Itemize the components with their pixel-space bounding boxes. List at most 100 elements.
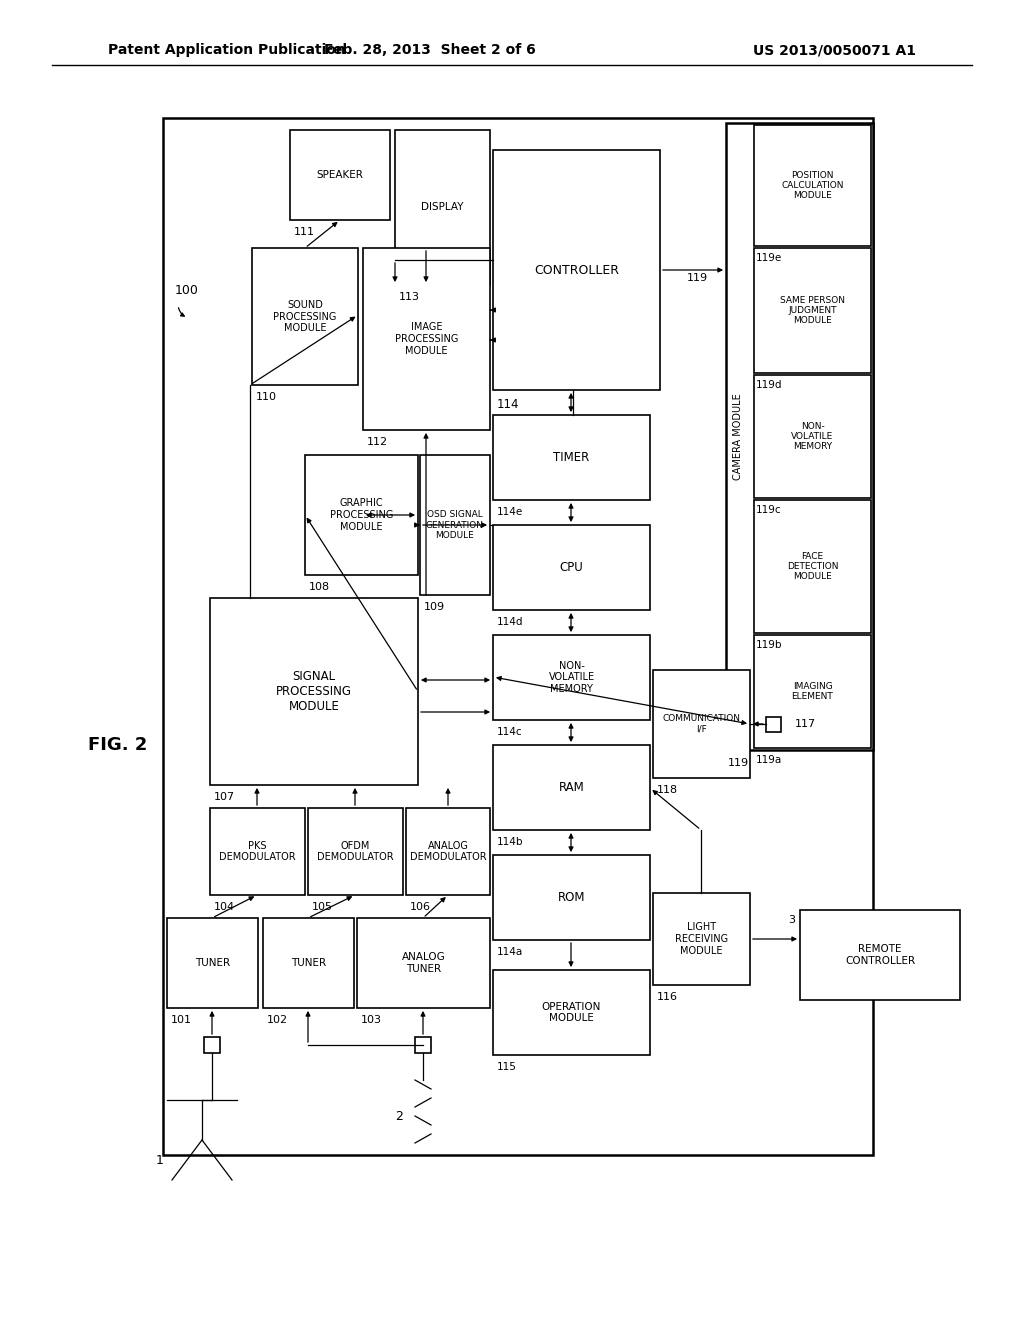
Text: 116: 116 (657, 993, 678, 1002)
Text: 109: 109 (424, 602, 445, 612)
FancyBboxPatch shape (406, 808, 490, 895)
Text: 105: 105 (312, 902, 333, 912)
Text: 114: 114 (497, 399, 519, 411)
Text: 119: 119 (728, 758, 750, 768)
Text: PKS
DEMODULATOR: PKS DEMODULATOR (219, 841, 296, 862)
Text: 101: 101 (171, 1015, 193, 1026)
Text: SAME PERSON
JUDGMENT
MODULE: SAME PERSON JUDGMENT MODULE (780, 296, 845, 326)
FancyBboxPatch shape (210, 808, 305, 895)
Text: POSITION
CALCULATION
MODULE: POSITION CALCULATION MODULE (781, 170, 844, 201)
FancyBboxPatch shape (308, 808, 403, 895)
Text: IMAGE
PROCESSING
MODULE: IMAGE PROCESSING MODULE (395, 322, 458, 355)
FancyBboxPatch shape (357, 917, 490, 1008)
Text: TIMER: TIMER (553, 451, 590, 465)
Text: SIGNAL
PROCESSING
MODULE: SIGNAL PROCESSING MODULE (276, 671, 352, 713)
Text: OSD SIGNAL
GENERATION
MODULE: OSD SIGNAL GENERATION MODULE (426, 510, 484, 540)
Text: 112: 112 (367, 437, 388, 447)
Text: Patent Application Publication: Patent Application Publication (108, 44, 346, 57)
FancyBboxPatch shape (493, 150, 660, 389)
Text: NON-
VOLATILE
MEMORY: NON- VOLATILE MEMORY (549, 661, 595, 694)
Text: TUNER: TUNER (291, 958, 326, 968)
Text: FACE
DETECTION
MODULE: FACE DETECTION MODULE (786, 552, 839, 581)
Text: 111: 111 (294, 227, 315, 238)
FancyBboxPatch shape (766, 717, 780, 731)
Text: IMAGING
ELEMENT: IMAGING ELEMENT (792, 682, 834, 701)
FancyBboxPatch shape (395, 129, 490, 285)
Text: CONTROLLER: CONTROLLER (534, 264, 618, 276)
FancyBboxPatch shape (163, 117, 873, 1155)
Text: SOUND
PROCESSING
MODULE: SOUND PROCESSING MODULE (273, 300, 337, 333)
Text: 117: 117 (795, 719, 816, 729)
Text: NON-
VOLATILE
MEMORY: NON- VOLATILE MEMORY (792, 421, 834, 451)
Text: ROM: ROM (558, 891, 586, 904)
FancyBboxPatch shape (754, 248, 871, 374)
Text: 114c: 114c (497, 727, 522, 737)
Text: 102: 102 (267, 1015, 288, 1026)
Text: LIGHT
RECEIVING
MODULE: LIGHT RECEIVING MODULE (675, 923, 728, 956)
Text: CPU: CPU (560, 561, 584, 574)
Text: CAMERA MODULE: CAMERA MODULE (733, 393, 743, 480)
Text: 119d: 119d (756, 380, 782, 389)
Text: 119b: 119b (756, 640, 782, 649)
Text: 2: 2 (395, 1110, 403, 1122)
FancyBboxPatch shape (493, 855, 650, 940)
Text: 119c: 119c (756, 506, 781, 515)
FancyBboxPatch shape (167, 917, 258, 1008)
Text: 103: 103 (361, 1015, 382, 1026)
Text: US 2013/0050071 A1: US 2013/0050071 A1 (753, 44, 916, 57)
Text: 104: 104 (214, 902, 236, 912)
FancyBboxPatch shape (362, 248, 490, 430)
Text: 119a: 119a (756, 755, 782, 766)
Text: GRAPHIC
PROCESSING
MODULE: GRAPHIC PROCESSING MODULE (330, 499, 393, 532)
FancyBboxPatch shape (493, 525, 650, 610)
Text: SPEAKER: SPEAKER (316, 170, 364, 180)
Text: 118: 118 (657, 785, 678, 795)
Text: 108: 108 (309, 582, 330, 591)
FancyBboxPatch shape (493, 970, 650, 1055)
Text: 114d: 114d (497, 616, 523, 627)
Text: TUNER: TUNER (195, 958, 230, 968)
Text: 119e: 119e (756, 253, 782, 263)
Text: Feb. 28, 2013  Sheet 2 of 6: Feb. 28, 2013 Sheet 2 of 6 (325, 44, 536, 57)
Text: ANALOG
DEMODULATOR: ANALOG DEMODULATOR (410, 841, 486, 862)
Text: 110: 110 (256, 392, 278, 403)
Text: REMOTE
CONTROLLER: REMOTE CONTROLLER (845, 944, 915, 966)
FancyBboxPatch shape (210, 598, 418, 785)
Text: ANALOG
TUNER: ANALOG TUNER (401, 952, 445, 974)
FancyBboxPatch shape (754, 375, 871, 498)
FancyBboxPatch shape (290, 129, 390, 220)
FancyBboxPatch shape (252, 248, 358, 385)
Text: 113: 113 (399, 292, 420, 302)
FancyBboxPatch shape (263, 917, 354, 1008)
FancyBboxPatch shape (754, 125, 871, 246)
Text: 114a: 114a (497, 946, 523, 957)
Text: 115: 115 (497, 1063, 517, 1072)
Text: 119: 119 (687, 273, 708, 282)
FancyBboxPatch shape (800, 909, 961, 1001)
FancyBboxPatch shape (493, 414, 650, 500)
Text: DISPLAY: DISPLAY (421, 202, 464, 213)
Text: 114b: 114b (497, 837, 523, 847)
Text: 107: 107 (214, 792, 236, 803)
FancyBboxPatch shape (493, 744, 650, 830)
FancyBboxPatch shape (726, 123, 873, 750)
Text: 114e: 114e (497, 507, 523, 517)
FancyBboxPatch shape (493, 635, 650, 719)
Text: COMMUNICATION
I/F: COMMUNICATION I/F (663, 714, 740, 734)
FancyBboxPatch shape (305, 455, 418, 576)
Text: 106: 106 (410, 902, 431, 912)
FancyBboxPatch shape (415, 1038, 431, 1053)
FancyBboxPatch shape (204, 1038, 220, 1053)
FancyBboxPatch shape (754, 500, 871, 634)
FancyBboxPatch shape (653, 671, 750, 777)
FancyBboxPatch shape (420, 455, 490, 595)
Text: 100: 100 (175, 284, 199, 297)
FancyBboxPatch shape (754, 635, 871, 748)
Text: OFDM
DEMODULATOR: OFDM DEMODULATOR (317, 841, 394, 862)
Text: OPERATION
MODULE: OPERATION MODULE (542, 1002, 601, 1023)
Text: 3: 3 (788, 915, 795, 925)
Text: RAM: RAM (559, 781, 585, 795)
Text: 1: 1 (156, 1154, 164, 1167)
FancyBboxPatch shape (653, 894, 750, 985)
Text: FIG. 2: FIG. 2 (88, 737, 147, 754)
